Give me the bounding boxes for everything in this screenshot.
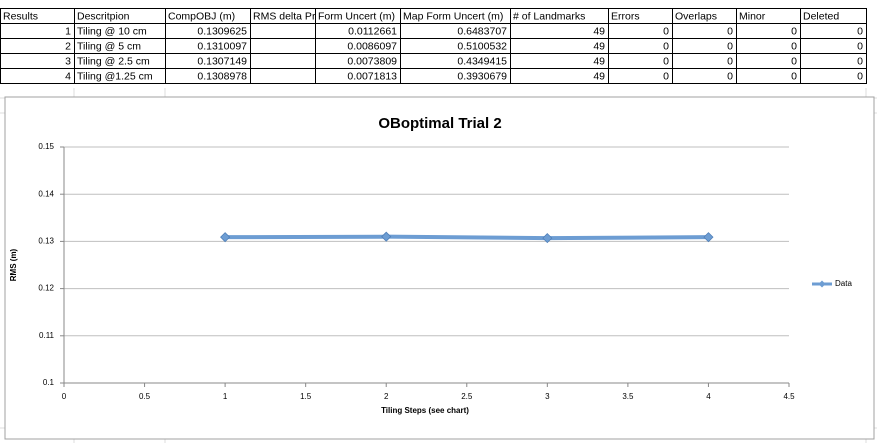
x-tick-label: 4.5: [783, 392, 795, 401]
header-cell-text: Descritpion: [77, 10, 130, 22]
table-cell: [0, 38, 75, 54]
cell-text: 0: [857, 70, 863, 82]
cell-text: 4: [65, 70, 71, 82]
cell-text: 0.3930679: [457, 70, 507, 82]
cell-text: 49: [593, 55, 605, 67]
x-tick-label: 3: [545, 392, 550, 401]
x-tick-label: 0.5: [139, 392, 151, 401]
cell-text: 0: [791, 25, 797, 37]
cell-text: 49: [593, 70, 605, 82]
cell-text: 0: [663, 40, 669, 52]
cell-text: 0: [857, 40, 863, 52]
cell-text: 0.4349415: [457, 55, 507, 67]
cell-text: 0: [727, 70, 733, 82]
y-tick-label: 0.12: [38, 284, 54, 293]
cell-text: 0: [727, 40, 733, 52]
cell-text: 0.0073809: [347, 55, 397, 67]
cell-text: Tiling @1.25 cm: [77, 70, 153, 82]
x-tick-label: 3.5: [622, 392, 634, 401]
cell-text: 0.1307149: [197, 55, 247, 67]
cell-text: 0: [857, 25, 863, 37]
legend-marker: [818, 280, 826, 288]
cell-text: Tiling @ 10 cm: [77, 25, 147, 37]
y-tick-label: 0.14: [38, 189, 54, 198]
chart-frame: [4, 96, 875, 440]
cell-text: 0.1308978: [197, 70, 247, 82]
x-tick-label: 1: [223, 392, 228, 401]
cell-text: 0: [663, 55, 669, 67]
data-point: [542, 233, 553, 244]
table-cell: [800, 68, 867, 84]
plot-area: 0.1 0.11 0.12 0.13 0.14 0.15 0 0.5 1 1.5 2 2.5 3 3.5 4…: [38, 142, 852, 401]
cell-text: 0: [791, 70, 797, 82]
data-line: [225, 234, 709, 241]
cell-text: 0.1309625: [197, 25, 247, 37]
y-tick-label: 0.11: [39, 331, 55, 340]
x-tick-label: 4: [706, 392, 711, 401]
table-cell: [250, 38, 316, 54]
cell-text: 1: [65, 25, 71, 37]
cell-text: 0: [727, 55, 733, 67]
cell-text: 0: [791, 40, 797, 52]
header-cell-text: # of Landmarks: [513, 10, 585, 22]
header-cell-text: Deleted: [803, 10, 839, 22]
cell-text: Tiling @ 2.5 cm: [77, 55, 150, 67]
y-tick-label: 0.15: [38, 142, 54, 151]
cell-text: 0: [663, 25, 669, 37]
header-cell-text: RMS delta Pr: [253, 10, 316, 22]
cell-text: 49: [593, 25, 605, 37]
cell-text: 2: [65, 40, 71, 52]
table-cell: [0, 23, 75, 39]
cell-text: 0: [857, 55, 863, 67]
x-tick-label: 2.5: [461, 392, 473, 401]
header-cell-text: Results: [3, 10, 38, 22]
header-cell-text: Errors: [611, 10, 640, 22]
x-tick-label: 1.5: [300, 392, 312, 401]
header-cell-text: Map Form Uncert (m): [403, 10, 503, 22]
data-point: [220, 232, 231, 243]
table-cell: [250, 23, 316, 39]
cell-text: 0.0112661: [348, 25, 397, 37]
data-point: [703, 232, 714, 243]
x-tick-label: 0: [62, 392, 67, 401]
header-cell-text: CompOBJ (m): [168, 10, 235, 22]
cell-text: 3: [65, 55, 71, 67]
table-cell: [250, 68, 316, 84]
cell-text: 0.0071813: [347, 70, 397, 82]
header-cell-text: Form Uncert (m): [318, 10, 395, 22]
table-cell: [250, 53, 316, 69]
legend-label: Data: [835, 279, 852, 288]
y-tick-label: 0.1: [43, 378, 55, 387]
cell-text: 49: [593, 40, 605, 52]
chart-title: OBoptimal Trial 2: [378, 115, 501, 132]
cell-text: Tiling @ 5 cm: [77, 40, 141, 52]
x-axis-label: Tiling Steps (see chart): [381, 406, 469, 415]
data-point: [381, 231, 392, 242]
data-table: Results Descritpion CompOBJ (m) RMS delta P…: [0, 8, 867, 84]
y-axis-label: RMS (m): [9, 248, 18, 281]
table-cell: [0, 53, 75, 69]
cell-text: 0.0086097: [347, 40, 397, 52]
cell-text: 0: [791, 55, 797, 67]
header-cell-text: Minor: [739, 10, 766, 22]
x-tick-label: 2: [384, 392, 389, 401]
cell-text: 0.1310097: [197, 40, 247, 52]
cell-text: 0.6483707: [457, 25, 507, 37]
table-cell: [0, 68, 75, 84]
cell-text: 0.5100532: [457, 40, 507, 52]
cell-text: 0: [727, 25, 733, 37]
y-tick-label: 0.13: [38, 237, 54, 246]
header-cell-text: Overlaps: [675, 10, 717, 22]
cell-text: 0: [663, 70, 669, 82]
